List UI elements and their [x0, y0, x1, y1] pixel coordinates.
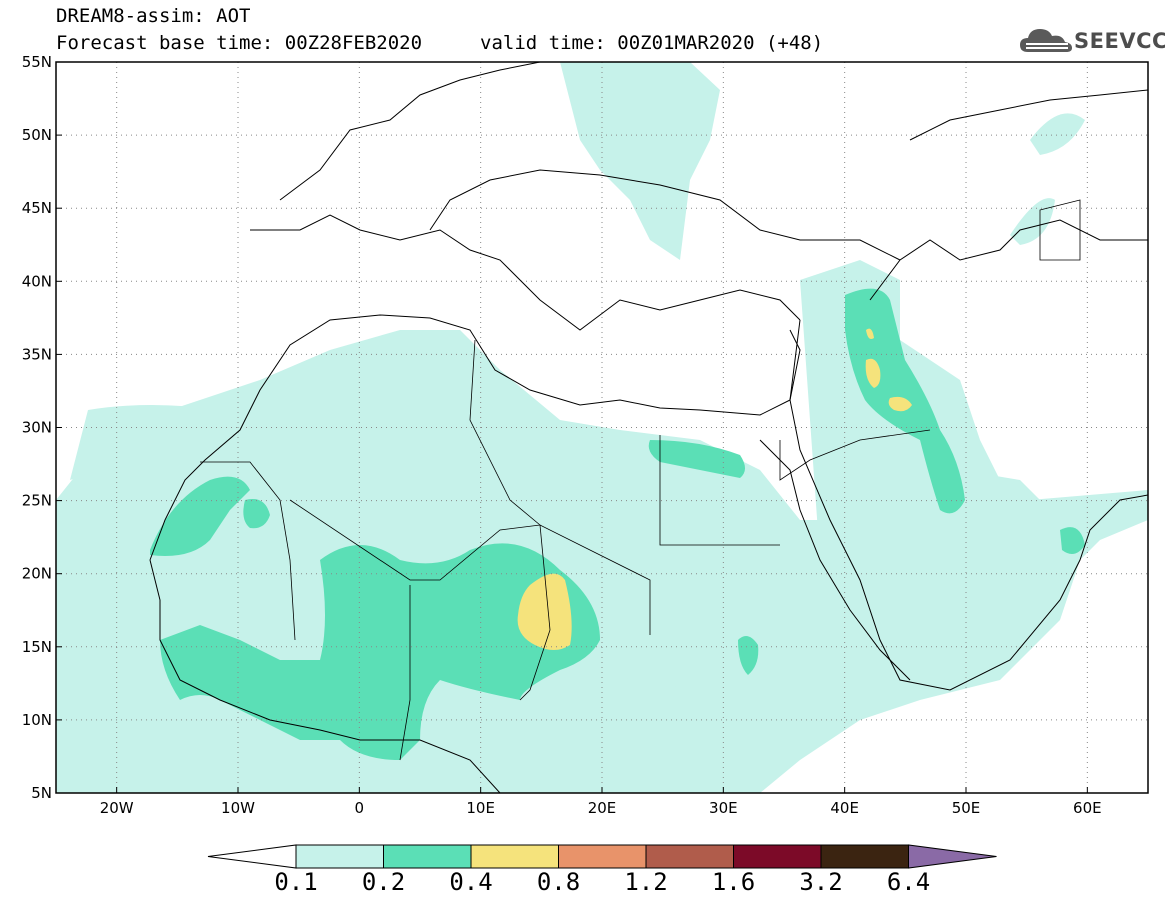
lon-tick-label: 40E [830, 799, 859, 817]
colorbar-label: 1.2 [624, 868, 668, 896]
logo-text: SEEVCCC [1074, 29, 1165, 53]
lat-tick-label: 35N [22, 345, 52, 363]
lon-tick-label: 20E [588, 799, 617, 817]
lat-tick-label: 10N [22, 711, 52, 729]
country-borders [200, 199, 1081, 761]
longitude-labels: 20W 10W 0 10E 20E 30E 40E 50E 60E [100, 787, 1102, 817]
lat-tick-label: 55N [22, 53, 52, 71]
colorbar-under-triangle [207, 844, 297, 869]
colorbar-bin [470, 844, 559, 869]
lon-tick-label: 0 [355, 799, 365, 817]
colorbar-over-triangle [908, 844, 997, 869]
lat-tick-label: 5N [31, 784, 52, 802]
lon-tick-label: 10E [466, 799, 495, 817]
latitude-labels: 55N 50N 45N 40N 35N 30N 25N 20N 15N 10N 5N [22, 53, 62, 802]
lat-tick-label: 40N [22, 272, 52, 290]
graticule [56, 62, 1148, 793]
colorbar-label: 0.4 [449, 868, 493, 896]
lat-tick-label: 30N [22, 419, 52, 437]
colorbar-label: 6.4 [886, 868, 931, 896]
valid-time: valid time: 00Z01MAR2020 (+48) [480, 32, 824, 54]
lat-tick-label: 25N [22, 492, 52, 510]
lat-tick-label: 50N [22, 126, 52, 144]
lat-tick-label: 45N [22, 199, 52, 217]
lat-tick-label: 20N [22, 565, 52, 583]
seevccc-logo: SEEVCCC [1018, 24, 1165, 58]
colorbar [207, 844, 997, 869]
colorbar-label: 0.2 [361, 868, 406, 896]
colorbar-label: 0.8 [536, 868, 581, 896]
cloud-icon [1020, 29, 1072, 52]
colorbar-label: 0.1 [274, 868, 318, 896]
colorbar-bin [733, 844, 822, 869]
lon-tick-label: 50E [952, 799, 981, 817]
map-title: DREAM8-assim: AOT [56, 5, 251, 27]
colorbar-bin [558, 844, 647, 869]
colorbar-bin [383, 844, 472, 869]
colorbar-label: 3.2 [799, 868, 843, 896]
coastlines [149, 62, 1148, 793]
lon-tick-label: 60E [1073, 799, 1102, 817]
lon-tick-label: 30E [709, 799, 738, 817]
colorbar-label: 1.6 [711, 868, 756, 896]
lon-tick-label: 10W [221, 799, 255, 817]
lon-tick-label: 20W [100, 799, 134, 817]
forecast-base-time: Forecast base time: 00Z28FEB2020 [56, 32, 423, 54]
lat-tick-label: 15N [22, 638, 52, 656]
colorbar-bin [645, 844, 734, 869]
aot-shading [56, 62, 1148, 793]
colorbar-bin [820, 844, 909, 869]
colorbar-bin [295, 844, 384, 869]
